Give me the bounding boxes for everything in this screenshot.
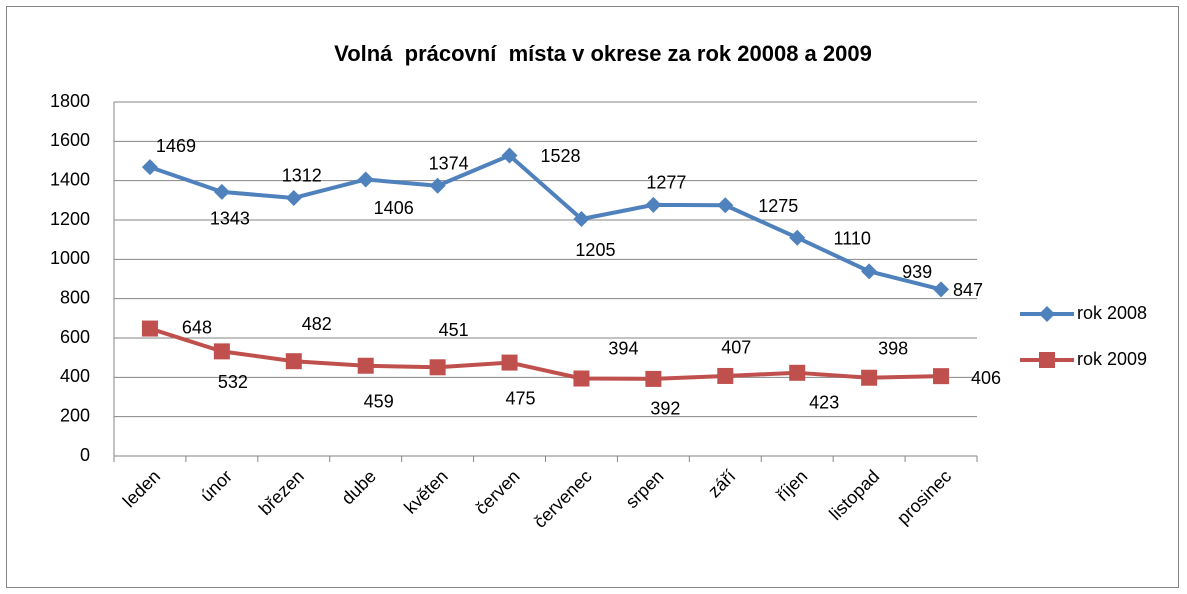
point-marker <box>933 368 950 385</box>
chart-title: Volná prácovní místa v okrese za rok 200… <box>334 41 872 66</box>
point-marker <box>141 159 158 176</box>
data-label: 532 <box>218 372 248 392</box>
point-marker <box>861 369 878 386</box>
point-marker <box>645 370 662 387</box>
point-marker <box>789 229 806 246</box>
y-tick-label: 1400 <box>50 169 90 189</box>
point-marker <box>501 147 518 164</box>
data-label: 475 <box>506 388 536 408</box>
point-marker <box>429 177 446 194</box>
point-marker <box>357 357 374 374</box>
data-label: 1312 <box>282 166 322 186</box>
data-label: 406 <box>971 368 1001 388</box>
legend-marker <box>1039 306 1055 322</box>
series-line <box>149 153 942 292</box>
series-line <box>149 326 942 381</box>
data-label: 482 <box>302 314 332 334</box>
point-marker <box>501 354 518 371</box>
y-tick-label: 400 <box>60 366 90 386</box>
data-label: 1110 <box>834 228 871 248</box>
data-label: 423 <box>809 393 839 413</box>
y-tick-label: 600 <box>60 327 90 347</box>
data-label: 407 <box>721 338 751 358</box>
data-label: 1406 <box>374 198 414 218</box>
data-label: 392 <box>650 399 680 419</box>
point-marker <box>645 196 662 213</box>
data-label: 847 <box>953 280 983 300</box>
point-marker <box>789 364 806 381</box>
y-tick-label: 200 <box>60 405 90 425</box>
data-label: 1343 <box>210 209 250 229</box>
legend-marker <box>1039 352 1055 368</box>
data-label: 1374 <box>429 154 469 174</box>
point-marker <box>429 359 446 376</box>
data-label: 1205 <box>575 240 615 260</box>
data-label: 1528 <box>541 146 581 166</box>
point-marker <box>861 263 878 280</box>
point-marker <box>357 171 374 188</box>
data-label: 648 <box>182 317 212 337</box>
point-marker <box>573 370 590 387</box>
data-label: 451 <box>439 320 469 340</box>
data-label: 398 <box>878 338 908 358</box>
y-tick-label: 1000 <box>50 248 90 268</box>
y-tick-label: 0 <box>80 445 90 465</box>
legend-label: rok 2008 <box>1077 303 1147 323</box>
point-marker <box>717 367 734 384</box>
point-marker <box>213 343 230 360</box>
y-tick-label: 800 <box>60 287 90 307</box>
data-label: 1275 <box>758 196 798 216</box>
data-label: 1469 <box>156 136 196 156</box>
point-marker <box>717 197 734 214</box>
chart-frame <box>6 6 1179 588</box>
data-label: 394 <box>608 338 638 358</box>
data-label: 939 <box>902 262 932 282</box>
y-tick-label: 1600 <box>50 130 90 150</box>
data-label: 459 <box>364 391 394 411</box>
point-marker <box>213 183 230 200</box>
point-marker <box>141 320 158 337</box>
legend-label: rok 2009 <box>1077 349 1147 369</box>
point-marker <box>933 281 950 298</box>
point-marker <box>573 211 590 228</box>
y-tick-label: 1200 <box>50 209 90 229</box>
y-tick-label: 1800 <box>50 91 90 111</box>
point-marker <box>285 353 302 370</box>
data-label: 1277 <box>646 173 686 193</box>
point-marker <box>285 189 302 206</box>
